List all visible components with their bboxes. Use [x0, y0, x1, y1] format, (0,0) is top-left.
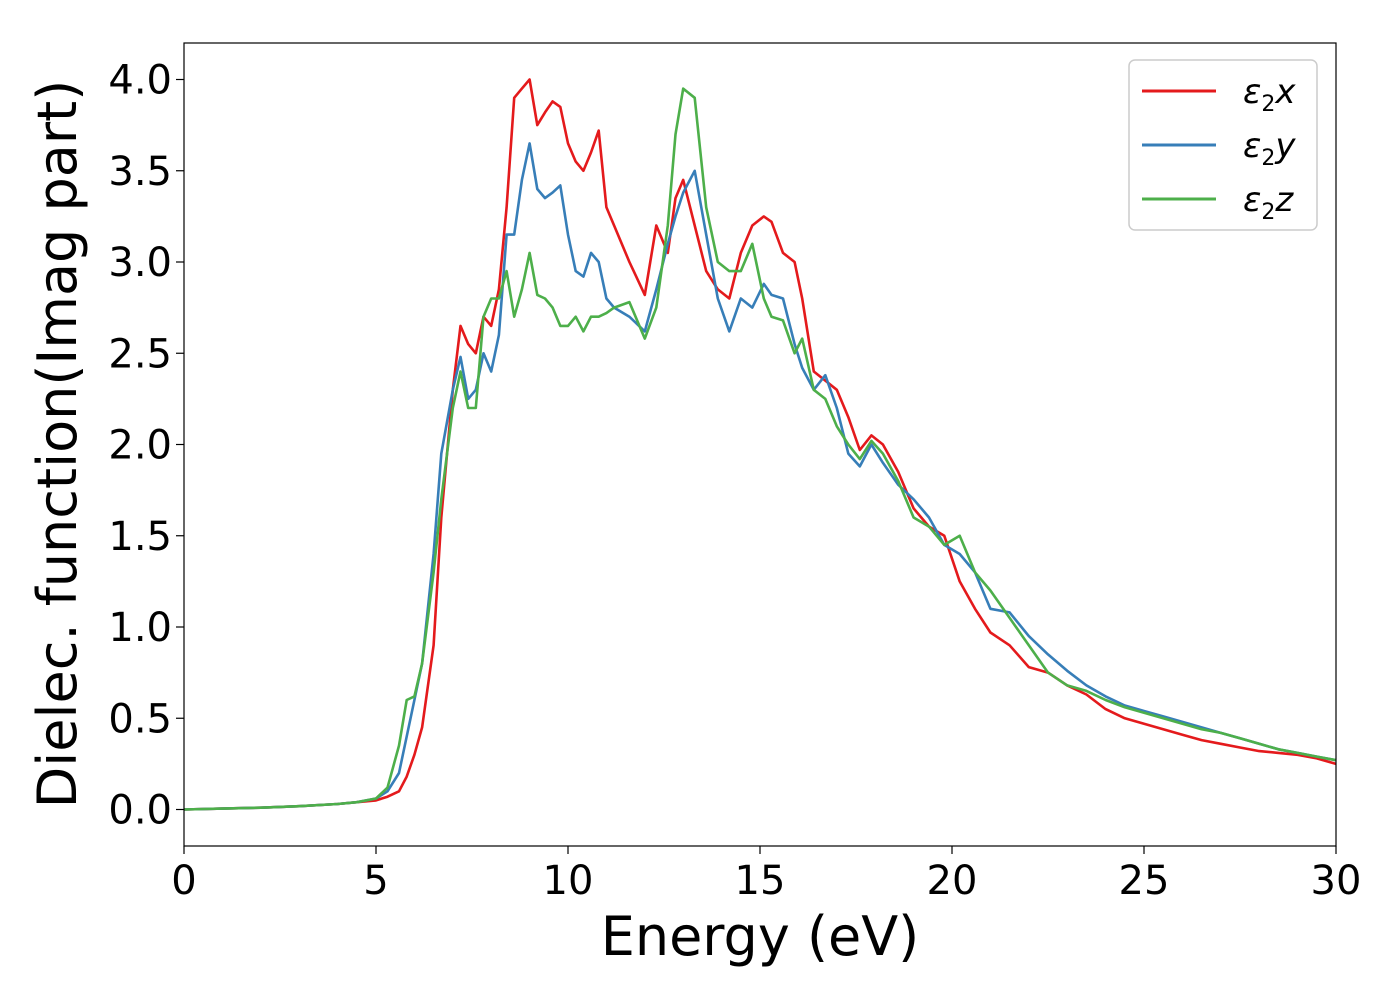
y-tick-label: 3.0: [108, 240, 172, 286]
x-tick-label: 25: [1119, 858, 1170, 904]
x-tick-label: 30: [1311, 858, 1362, 904]
legend-box: [1128, 59, 1318, 231]
legend-label-z: ε2z: [1243, 180, 1294, 225]
y-tick-label: 4.0: [108, 58, 172, 104]
x-axis-label: Energy (eV): [601, 905, 920, 968]
series-line-z: [183, 87, 1337, 811]
y-tick-label: 2.5: [108, 331, 172, 377]
legend-label-x: ε2x: [1243, 72, 1296, 117]
x-tick-label: 20: [927, 858, 978, 904]
x-tick-label: 15: [735, 858, 786, 904]
x-tick-label: 10: [543, 858, 594, 904]
legend-label-y: ε2y: [1243, 126, 1296, 171]
y-tick-label: 1.5: [108, 514, 172, 560]
y-tick-label: 0.5: [108, 696, 172, 742]
y-axis: 0.0 0.5 1.0 1.5 2.0 2.5 3.0 3.5 4.0: [108, 58, 184, 834]
y-tick-label: 3.5: [108, 149, 172, 195]
y-tick-label: 1.0: [108, 605, 172, 651]
y-tick-label: 0.0: [108, 788, 172, 834]
legend: ε2x ε2y ε2z: [1128, 59, 1318, 231]
y-tick-label: 2.0: [108, 423, 172, 469]
x-axis: 0 5 10 15 20 25 30: [171, 846, 1361, 904]
y-axis-label: Dielec. function(Imag part): [26, 80, 89, 809]
series-line-y: [183, 142, 1337, 811]
x-tick-label: 0: [171, 858, 196, 904]
plot-lines: [183, 78, 1337, 811]
x-tick-label: 5: [363, 858, 388, 904]
